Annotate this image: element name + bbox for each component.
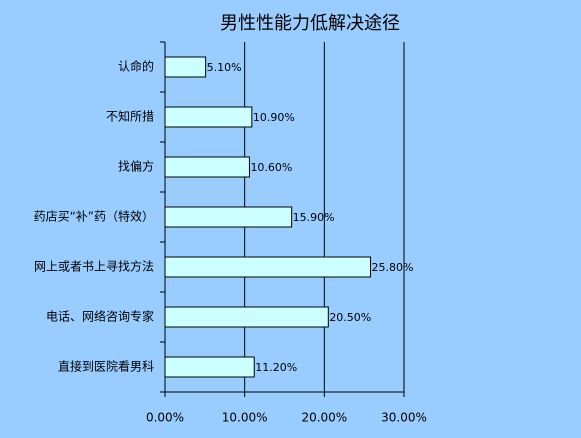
value-label: 10.60% — [250, 161, 292, 174]
value-label: 15.90% — [293, 211, 335, 224]
y-tick-label: 网上或者书上寻找方法 — [34, 259, 154, 274]
y-tick-label: 药店买“补”药（特效） — [34, 209, 154, 224]
value-label: 20.50% — [329, 311, 371, 324]
x-tick-label: 20.00% — [301, 411, 347, 425]
bar — [164, 256, 372, 278]
y-tick-label: 认命的 — [118, 59, 154, 74]
value-label: 11.20% — [255, 361, 297, 374]
bar — [164, 56, 207, 78]
y-tick-label: 直接到医院看男科 — [58, 359, 154, 374]
bar — [164, 306, 329, 328]
value-label: 5.10% — [207, 61, 242, 74]
y-tick-label: 不知所措 — [106, 110, 154, 124]
bar — [164, 206, 293, 228]
bar — [164, 356, 255, 378]
bar — [164, 156, 250, 178]
y-tick-label: 电话、网络咨询专家 — [46, 309, 154, 324]
x-tick-label: 0.00% — [146, 411, 184, 425]
chart-title: 男性性能力低解决途径 — [220, 13, 400, 34]
value-label: 10.90% — [253, 111, 295, 124]
x-tick-label: 10.00% — [222, 411, 268, 425]
bar — [164, 106, 253, 128]
x-tick-label: 30.00% — [381, 411, 427, 425]
y-tick-label: 找偏方 — [118, 159, 154, 174]
value-label: 25.80% — [372, 261, 414, 274]
